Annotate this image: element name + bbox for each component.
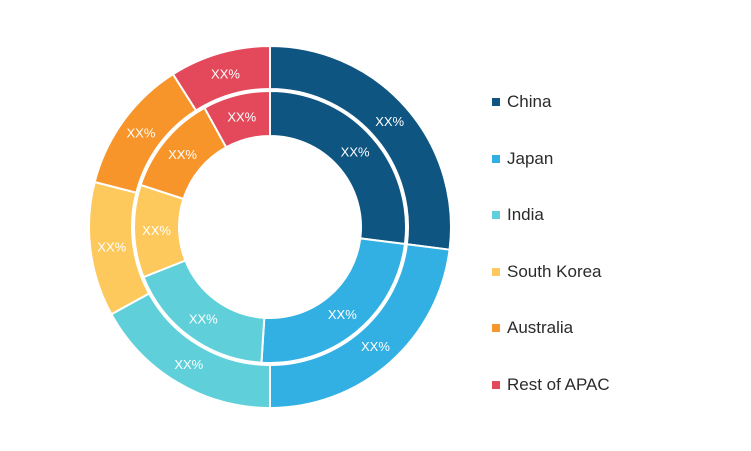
legend-label-china: China [507, 92, 552, 112]
legend-item-rest-of-apac[interactable]: Rest of APAC [492, 357, 610, 414]
inner-slice-label-australia: XX% [168, 147, 197, 162]
legend-label-australia: Australia [507, 318, 574, 338]
legend-label-india: India [507, 205, 544, 225]
legend-label-south-korea: South Korea [507, 261, 602, 281]
slice-labels: XX% XX% XX% XX% XX% XX% XX% XX% XX% XX% XX% XX% [97, 66, 404, 371]
outer-slice-label-china: XX% [375, 114, 404, 129]
outer-slice-label-south-korea: XX% [97, 239, 126, 254]
outer-slice-label-japan: XX% [361, 339, 390, 354]
legend-item-india[interactable]: India [492, 187, 610, 244]
inner-slice-label-south-korea: XX% [142, 223, 171, 238]
legend: China Japan India South Korea Australia … [492, 74, 610, 413]
legend-swatch-india [492, 211, 500, 220]
legend-swatch-south-korea [492, 267, 500, 276]
inner-slice-label-rest-of-apac: XX% [227, 110, 256, 125]
outer-slice-label-australia: XX% [127, 126, 156, 141]
legend-swatch-rest-of-apac [492, 380, 500, 389]
outer-ring [88, 44, 452, 410]
inner-slice-label-india: XX% [189, 311, 218, 326]
legend-label-japan: Japan [507, 148, 554, 168]
legend-item-south-korea[interactable]: South Korea [492, 244, 610, 301]
legend-item-japan[interactable]: Japan [492, 131, 610, 188]
inner-ring [133, 89, 407, 364]
outer-slice-label-rest-of-apac: XX% [211, 66, 240, 81]
legend-swatch-australia [492, 324, 500, 333]
outer-slice-rest-of-apac[interactable] [171, 44, 271, 112]
legend-item-china[interactable]: China [492, 74, 610, 131]
inner-slice-label-japan: XX% [328, 307, 357, 322]
legend-item-australia[interactable]: Australia [492, 300, 610, 357]
inner-slice-rest-of-apac[interactable] [203, 89, 271, 149]
outer-slice-label-india: XX% [174, 357, 203, 372]
legend-swatch-japan [492, 154, 500, 163]
legend-swatch-china [492, 98, 500, 107]
inner-slice-label-china: XX% [341, 144, 370, 159]
legend-label-rest-of-apac: Rest of APAC [507, 374, 610, 394]
